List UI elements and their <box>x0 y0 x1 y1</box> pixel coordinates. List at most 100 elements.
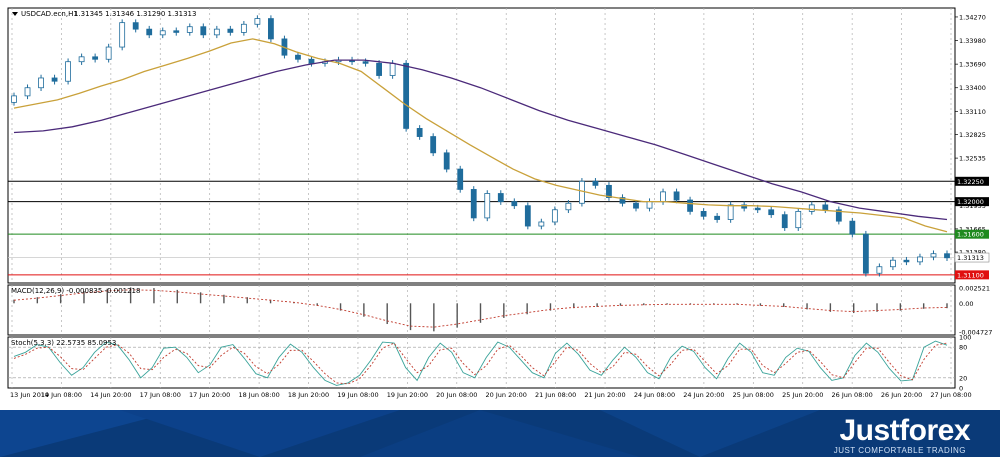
candle-body <box>835 209 842 222</box>
candle-body <box>11 95 17 103</box>
candle-body <box>579 180 585 204</box>
x-tick-label: 18 Jun 20:00 <box>288 391 329 399</box>
x-tick-label: 25 Jun 08:00 <box>733 391 774 399</box>
candle-body <box>173 30 180 33</box>
ma-fast-line <box>13 38 948 233</box>
x-tick-label: 25 Jun 20:00 <box>782 391 823 399</box>
candle-body <box>660 191 666 203</box>
stoch-main-line <box>13 340 948 386</box>
x-tick-label: 19 Jun 20:00 <box>387 391 428 399</box>
price-tick-label: 1.32535 <box>959 155 986 163</box>
candle-body <box>876 266 883 274</box>
candle-body <box>944 253 950 259</box>
candle-body <box>511 201 518 207</box>
level-tag <box>955 229 989 239</box>
macd-signal-line <box>13 289 948 328</box>
candle-body <box>822 204 829 211</box>
candle-body <box>565 202 572 211</box>
macd-label: MACD(12,26,9) -0.000835 -0.001218 <box>11 287 140 295</box>
candle-body <box>633 202 639 209</box>
candle-body <box>673 191 680 201</box>
level-label: 1.31100 <box>957 271 984 279</box>
candle-body <box>903 259 910 263</box>
candle-body <box>146 28 153 36</box>
price-tick-label: 1.33400 <box>959 84 986 92</box>
stoch-tick-label: 20 <box>959 374 967 382</box>
candle-body <box>700 211 707 217</box>
candle-body <box>119 22 126 48</box>
x-tick-label: 20 Jun 20:00 <box>486 391 527 399</box>
x-tick-label: 26 Jun 08:00 <box>832 391 873 399</box>
price-tick-label: 1.33690 <box>959 61 986 69</box>
candle-body <box>727 204 734 220</box>
candle-body <box>538 221 545 227</box>
brand-footer: Justforex JUST COMFORTABLE TRADING <box>0 410 1000 457</box>
x-tick-label: 21 Jun 08:00 <box>535 391 576 399</box>
candle-body <box>754 207 761 211</box>
x-tick-label: 14 Jun 08:00 <box>41 391 82 399</box>
candle-body <box>606 184 612 198</box>
candle-body <box>132 22 139 30</box>
price-tick-label: 1.31380 <box>959 249 986 257</box>
candle-body <box>254 18 261 25</box>
candle-body <box>524 205 531 227</box>
x-tick-label: 14 Jun 20:00 <box>90 391 131 399</box>
x-tick-label: 13 Jun 2019 <box>10 391 49 399</box>
candle-body <box>105 46 112 60</box>
candle-body <box>890 259 896 268</box>
price-panel-frame <box>7 7 956 284</box>
stoch-tick-label: 0 <box>959 385 963 393</box>
x-tick-label: 17 Jun 20:00 <box>189 391 230 399</box>
candle-body <box>186 26 193 33</box>
last-price-tag <box>954 252 990 263</box>
level-label: 1.32000 <box>957 198 984 206</box>
x-tick-label: 27 Jun 08:00 <box>930 391 971 399</box>
level-label: 1.31600 <box>957 231 984 239</box>
price-tick-label: 1.33980 <box>959 37 986 45</box>
candle-body <box>768 209 775 216</box>
price-tick-label: 1.33110 <box>959 108 986 116</box>
last-price-label: 1.31313 <box>957 254 984 262</box>
candle-body <box>200 26 207 36</box>
symbol-menu-icon <box>12 12 18 16</box>
price-tick-label: 1.31665 <box>959 225 986 233</box>
candle-body <box>65 61 71 82</box>
macd-tick-label: -0.004727 <box>959 329 992 337</box>
candle-body <box>389 62 396 76</box>
candle-body <box>687 199 693 212</box>
brand-tagline: JUST COMFORTABLE TRADING <box>833 446 966 455</box>
level-tag <box>955 176 989 186</box>
candle-body <box>551 209 558 223</box>
candle-body <box>443 152 450 170</box>
macd-tick-label: 0.00 <box>959 300 973 308</box>
candle-body <box>362 61 369 64</box>
macd-panel-frame <box>7 284 956 336</box>
x-tick-label: 19 Jun 08:00 <box>337 391 378 399</box>
candle-body <box>240 23 247 33</box>
brand-logo: Justforex <box>839 414 970 447</box>
candle-body <box>781 214 788 229</box>
candle-body <box>268 18 274 40</box>
candle-body <box>808 204 815 212</box>
candle-body <box>470 189 477 219</box>
x-tick-label: 20 Jun 08:00 <box>436 391 477 399</box>
level-tag <box>955 270 989 280</box>
price-tick-label: 1.32825 <box>959 131 986 139</box>
candle-body <box>457 168 464 190</box>
candle-body <box>917 256 923 263</box>
candle-body <box>416 128 423 137</box>
x-tick-label: 18 Jun 08:00 <box>238 391 279 399</box>
stoch-tick-label: 80 <box>959 344 967 352</box>
candle-body <box>92 56 99 60</box>
candle-body <box>849 220 856 235</box>
candle-body <box>376 62 382 76</box>
candle-body <box>430 136 437 154</box>
candle-body <box>741 204 748 209</box>
candle-body <box>403 62 410 129</box>
macd-tick-label: 0.002521 <box>959 284 990 292</box>
candle-body <box>51 77 58 82</box>
stoch-signal-line <box>13 342 948 385</box>
candle-body <box>930 253 937 258</box>
candle-body <box>213 28 220 36</box>
